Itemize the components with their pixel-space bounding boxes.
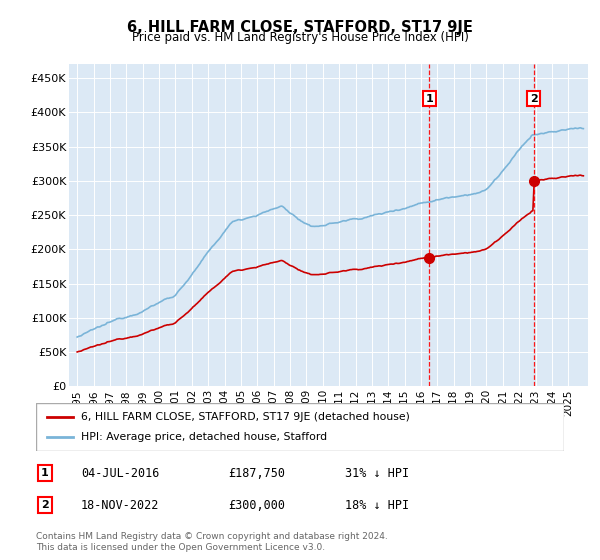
FancyBboxPatch shape bbox=[36, 403, 564, 451]
Text: 18% ↓ HPI: 18% ↓ HPI bbox=[345, 498, 409, 512]
Text: £187,750: £187,750 bbox=[228, 466, 285, 480]
Text: 6, HILL FARM CLOSE, STAFFORD, ST17 9JE: 6, HILL FARM CLOSE, STAFFORD, ST17 9JE bbox=[127, 20, 473, 35]
Text: 1: 1 bbox=[425, 94, 433, 104]
Text: This data is licensed under the Open Government Licence v3.0.: This data is licensed under the Open Gov… bbox=[36, 543, 325, 552]
Text: 18-NOV-2022: 18-NOV-2022 bbox=[81, 498, 160, 512]
Text: 2: 2 bbox=[41, 500, 49, 510]
Text: HPI: Average price, detached house, Stafford: HPI: Average price, detached house, Staf… bbox=[81, 432, 327, 442]
Text: Price paid vs. HM Land Registry's House Price Index (HPI): Price paid vs. HM Land Registry's House … bbox=[131, 31, 469, 44]
Text: 04-JUL-2016: 04-JUL-2016 bbox=[81, 466, 160, 480]
Text: 6, HILL FARM CLOSE, STAFFORD, ST17 9JE (detached house): 6, HILL FARM CLOSE, STAFFORD, ST17 9JE (… bbox=[81, 412, 410, 422]
Text: 31% ↓ HPI: 31% ↓ HPI bbox=[345, 466, 409, 480]
Text: Contains HM Land Registry data © Crown copyright and database right 2024.: Contains HM Land Registry data © Crown c… bbox=[36, 532, 388, 541]
Text: £300,000: £300,000 bbox=[228, 498, 285, 512]
Text: 2: 2 bbox=[530, 94, 538, 104]
Text: 1: 1 bbox=[41, 468, 49, 478]
